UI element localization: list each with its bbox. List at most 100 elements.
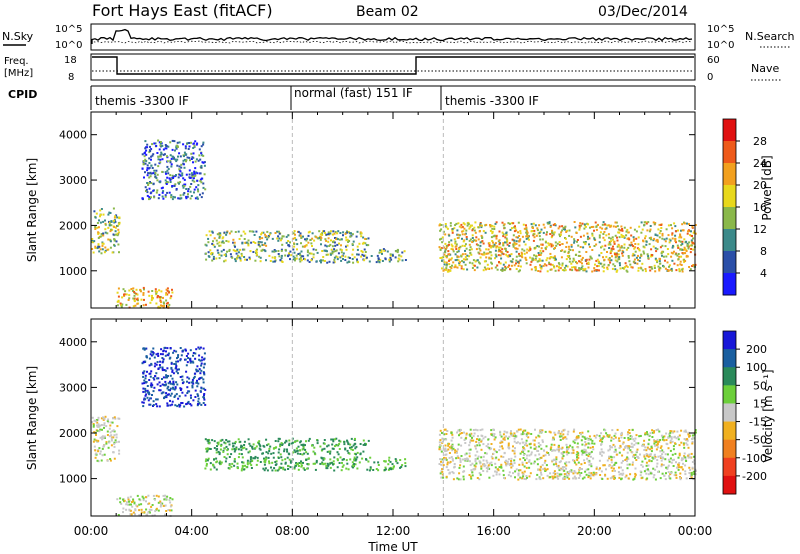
echo-cell	[450, 439, 453, 442]
echo-cell	[211, 242, 214, 245]
echo-cell	[196, 172, 199, 175]
echo-cell	[660, 465, 663, 468]
echo-cell	[528, 454, 531, 457]
echo-cell	[197, 370, 200, 373]
echo-cell	[690, 239, 693, 242]
echo-cell	[107, 226, 110, 229]
echo-cell	[548, 430, 551, 433]
echo-cell	[157, 158, 160, 161]
echo-cell	[215, 468, 218, 471]
echo-cell	[404, 462, 407, 465]
echo-cell	[478, 439, 481, 442]
echo-cell	[651, 436, 654, 438]
echo-cell	[644, 268, 647, 270]
echo-cell	[182, 186, 185, 189]
echo-cell	[491, 432, 494, 435]
echo-cell	[532, 439, 535, 442]
echo-cell	[683, 438, 686, 440]
echo-cell	[477, 226, 480, 229]
echo-cell	[302, 444, 304, 447]
freq-label: Freq.	[4, 56, 29, 67]
echo-cell	[530, 223, 533, 226]
echo-cell	[389, 254, 392, 257]
echo-cell	[628, 432, 631, 435]
echo-cell	[580, 439, 583, 442]
echo-cell	[607, 233, 610, 236]
echo-cell	[222, 449, 225, 452]
echo-cell	[163, 384, 166, 387]
echo-cell	[620, 431, 623, 434]
echo-cell	[490, 443, 493, 445]
echo-cell	[577, 454, 580, 457]
echo-cell	[443, 253, 446, 256]
echo-cell	[634, 467, 637, 470]
echo-cell	[115, 240, 118, 243]
echo-cell	[114, 226, 117, 229]
echo-cell	[142, 371, 145, 374]
echo-cell	[669, 430, 672, 432]
echo-cell	[657, 455, 660, 458]
echo-cell	[197, 190, 200, 193]
echo-cell	[514, 447, 516, 450]
echo-cell	[360, 255, 363, 258]
echo-cell	[265, 438, 268, 441]
echo-cell	[539, 259, 542, 262]
echo-cell	[300, 242, 302, 245]
echo-cell	[353, 456, 356, 459]
echo-cell	[502, 433, 505, 436]
echo-cell	[664, 267, 667, 270]
echo-cell	[552, 477, 555, 480]
echo-cell	[149, 171, 152, 174]
echo-cell	[577, 461, 580, 464]
echo-cell	[546, 257, 549, 260]
echo-cell	[525, 224, 527, 227]
echo-cell	[646, 433, 649, 436]
echo-cell	[353, 458, 356, 461]
echo-cell	[510, 461, 513, 464]
colorbar-tick-label: -50	[749, 434, 767, 447]
echo-cell	[548, 261, 551, 264]
echo-cell	[525, 259, 528, 261]
echo-cell	[637, 269, 640, 272]
echo-cell	[557, 227, 560, 230]
echo-cell	[199, 346, 202, 349]
echo-cell	[186, 380, 188, 383]
echo-cell	[238, 256, 241, 259]
echo-cell	[158, 193, 161, 196]
echo-cell	[528, 238, 530, 241]
echo-cell	[176, 405, 179, 408]
echo-cell	[626, 266, 629, 268]
echo-cell	[677, 468, 680, 471]
echo-cell	[559, 233, 562, 236]
echo-cell	[165, 394, 168, 397]
echo-cell	[495, 471, 498, 474]
echo-cell	[614, 445, 616, 448]
echo-cell	[564, 462, 567, 465]
echo-cell	[211, 439, 214, 442]
echo-cell	[176, 146, 179, 148]
echo-cell	[502, 437, 505, 440]
echo-cell	[165, 172, 167, 175]
echo-cell	[512, 472, 514, 475]
echo-cell	[563, 475, 566, 478]
echo-cell	[112, 207, 115, 210]
echo-cell	[159, 505, 162, 508]
echo-cell	[117, 287, 120, 290]
echo-cell	[125, 508, 128, 511]
echo-cell	[601, 223, 604, 226]
echo-cell	[356, 456, 359, 459]
echo-cell	[542, 477, 545, 480]
echo-cell	[665, 432, 668, 435]
echo-cell	[587, 468, 590, 471]
echo-cell	[498, 230, 501, 233]
echo-cell	[312, 462, 315, 465]
echo-cell	[351, 258, 354, 260]
echo-cell	[674, 238, 677, 240]
echo-cell	[445, 263, 448, 266]
echo-cell	[250, 464, 253, 467]
echo-cell	[258, 447, 261, 450]
echo-cell	[161, 195, 164, 198]
echo-cell	[530, 453, 533, 456]
echo-cell	[510, 462, 512, 465]
echo-cell	[319, 238, 322, 241]
